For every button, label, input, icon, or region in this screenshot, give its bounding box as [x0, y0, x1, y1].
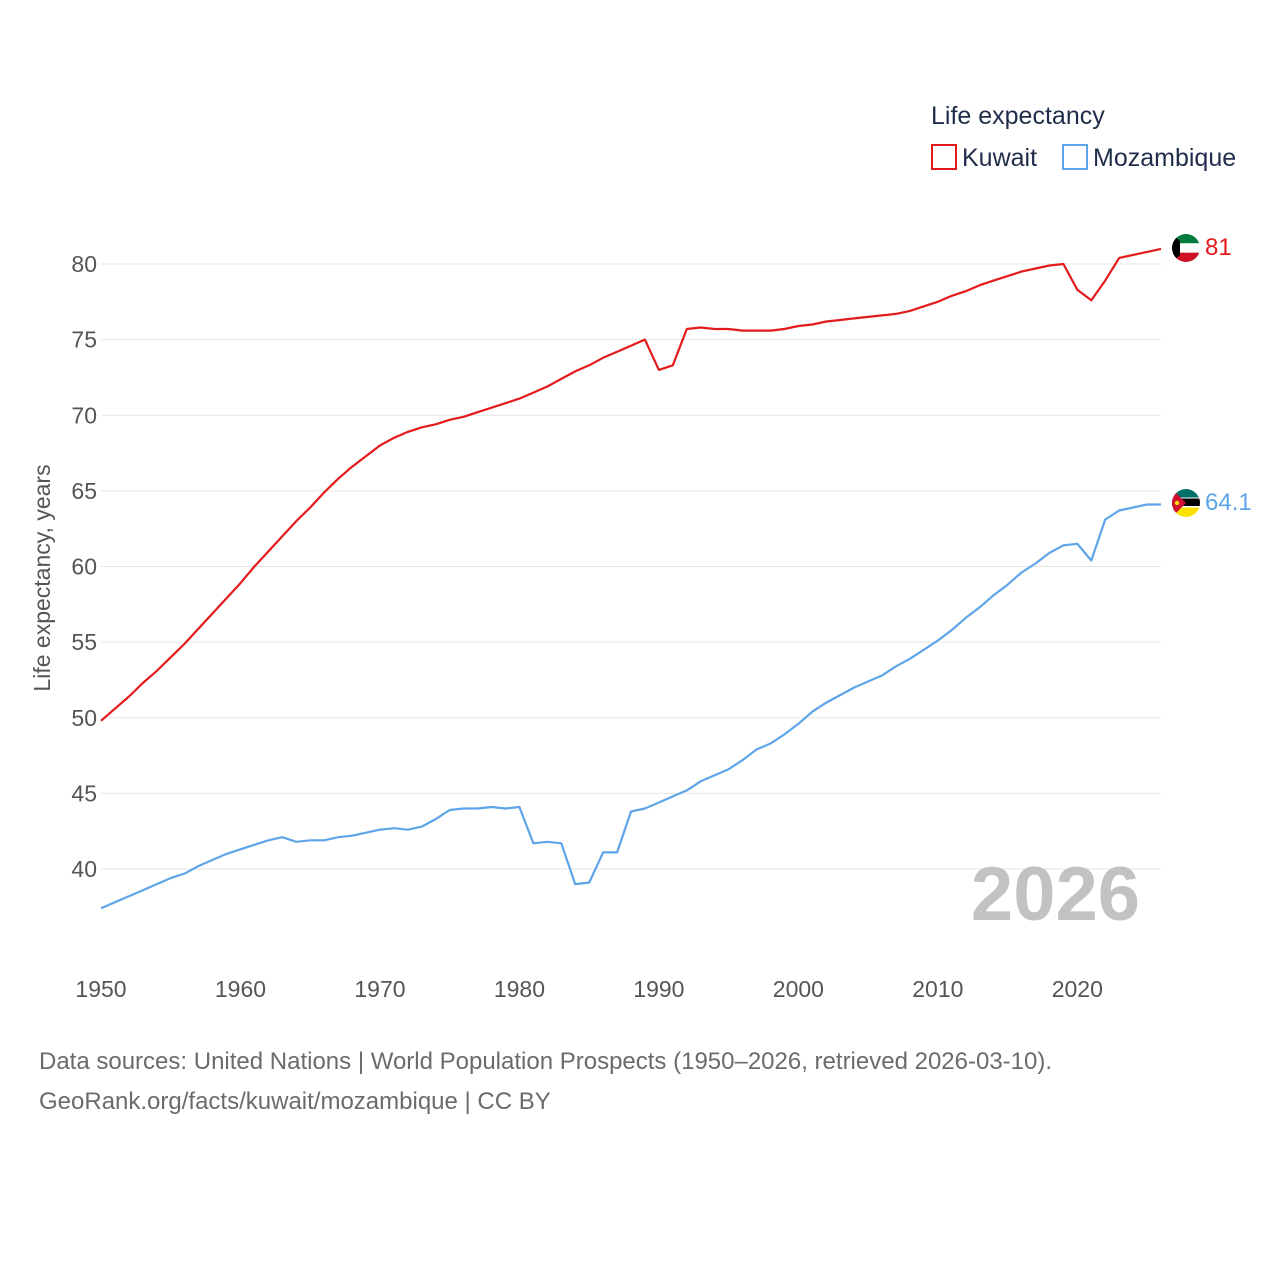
y-tick-label: 45: [71, 780, 97, 806]
y-tick-label: 40: [71, 856, 97, 882]
legend-label-mozambique: Mozambique: [1093, 144, 1236, 172]
x-tick-label: 1980: [494, 976, 545, 1002]
y-tick-label: 80: [71, 251, 97, 277]
data-sources-text: Data sources: United Nations | World Pop…: [39, 1048, 1053, 1075]
x-axis-ticks: 1950 1960 1970 1980 1990 2000 2010 2020: [75, 976, 1102, 1002]
legend: Life expectancy Kuwait Mozambique: [931, 102, 1236, 172]
y-axis-ticks: 40 45 50 55 60 65 70 75 80: [71, 251, 97, 882]
legend-swatch-mozambique: [1062, 144, 1088, 170]
y-tick-label: 75: [71, 327, 97, 353]
end-label-kuwait: 81: [1205, 234, 1232, 261]
y-tick-label: 70: [71, 402, 97, 428]
year-watermark: 2026: [971, 852, 1140, 937]
footer: Data sources: United Nations | World Pop…: [39, 1042, 1259, 1122]
legend-label-kuwait: Kuwait: [962, 144, 1037, 172]
series-lines: [100, 247, 1162, 910]
y-axis-title: Life expectancy, years: [29, 464, 55, 691]
y-tick-label: 50: [71, 705, 97, 731]
end-label-mozambique: 64.1: [1205, 489, 1252, 516]
y-tick-label: 60: [71, 554, 97, 580]
y-tick-label: 55: [71, 629, 97, 655]
kuwait-flag-icon: [1172, 234, 1200, 262]
grid-lines: [101, 263, 1161, 870]
x-tick-label: 1960: [215, 976, 266, 1002]
legend-title: Life expectancy: [931, 102, 1105, 130]
legend-swatch-kuwait: [931, 144, 957, 170]
credit-text: GeoRank.org/facts/kuwait/mozambique | CC…: [39, 1088, 551, 1115]
legend-item-kuwait[interactable]: Kuwait: [931, 144, 1037, 172]
x-tick-label: 2000: [773, 976, 824, 1002]
x-tick-label: 1970: [354, 976, 405, 1002]
x-tick-label: 2010: [912, 976, 963, 1002]
y-tick-label: 65: [71, 478, 97, 504]
x-tick-label: 1950: [75, 976, 126, 1002]
series-line-mozambique[interactable]: [100, 503, 1161, 910]
series-line-kuwait[interactable]: [100, 247, 1162, 722]
legend-item-mozambique[interactable]: Mozambique: [1062, 144, 1236, 172]
x-tick-label: 2020: [1052, 976, 1103, 1002]
mozambique-flag-icon: [1172, 489, 1200, 517]
x-tick-label: 1990: [633, 976, 684, 1002]
